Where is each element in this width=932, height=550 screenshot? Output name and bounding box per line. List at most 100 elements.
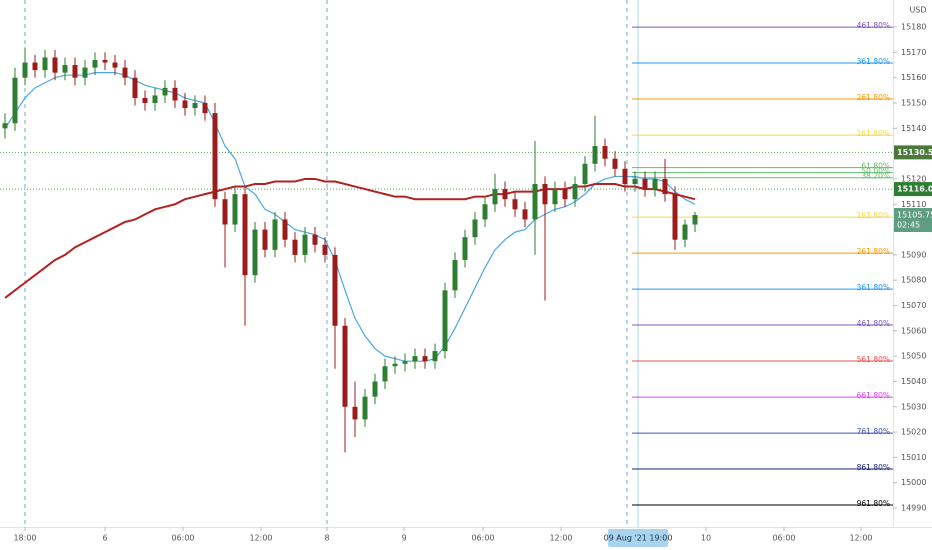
x-tick-label: 12:00 — [549, 534, 572, 543]
fib-label: 161.80% — [857, 211, 890, 220]
fib-label: 161.80% — [857, 129, 890, 138]
moving-average — [4, 72, 696, 362]
price-box-label: 15116.00 — [897, 185, 932, 194]
candle-body — [532, 184, 538, 220]
candle-body — [42, 57, 48, 71]
cursor-label: 09 Aug '21 19:00 — [604, 534, 673, 543]
candle-body — [432, 351, 438, 362]
candle-body — [192, 103, 198, 109]
candle-body — [602, 146, 608, 159]
candle-body — [562, 189, 568, 200]
fib-label: 861.80% — [857, 463, 890, 472]
candle-body — [72, 65, 78, 78]
candle-body — [252, 229, 258, 276]
candle-body — [632, 178, 638, 185]
countdown-label: 02:45 — [897, 221, 920, 230]
fib-label: 50.00% — [861, 167, 890, 176]
candle-body — [642, 178, 648, 190]
price-box — [894, 182, 932, 197]
candle-body — [152, 95, 158, 104]
candle-body — [332, 254, 338, 326]
fib-label: 261.80% — [857, 93, 890, 102]
y-tick-label: 15050 — [901, 352, 926, 361]
y-tick-label: 15040 — [901, 377, 926, 386]
candle-body — [412, 356, 418, 362]
x-tick-label: 9 — [401, 534, 406, 543]
candle-body — [472, 219, 478, 238]
price-box-label: 15130.50 — [897, 148, 932, 157]
x-tick-label: 12:00 — [849, 534, 872, 543]
candle-body — [142, 97, 148, 104]
candle-body — [302, 234, 308, 255]
candle-body — [222, 199, 228, 225]
candle-body — [82, 67, 88, 78]
candle-body — [52, 57, 58, 73]
candle-body — [62, 65, 68, 73]
candle-body — [202, 103, 208, 114]
x-tick-label: 6 — [102, 534, 107, 543]
y-tick-label: 15180 — [901, 23, 926, 32]
candle-body — [512, 199, 518, 210]
candle-body — [482, 204, 488, 220]
candle-body — [622, 168, 628, 185]
candle-body — [552, 189, 558, 205]
candle-body — [22, 62, 28, 78]
x-tick-label: 10 — [701, 534, 711, 543]
fib-label: 661.80% — [857, 391, 890, 400]
fib-label: 461.80% — [857, 21, 890, 30]
y-tick-label: 15060 — [901, 326, 926, 335]
candle-body — [462, 237, 468, 260]
y-tick-label: 15070 — [901, 301, 926, 310]
candle-body — [182, 100, 188, 109]
y-tick-label: 15120 — [901, 174, 926, 183]
last-price-box — [894, 208, 932, 233]
candle-body — [112, 62, 118, 68]
y-tick-label: 15090 — [901, 250, 926, 259]
candle-body — [612, 158, 618, 169]
candle-body — [502, 189, 508, 200]
candle-body — [692, 215, 698, 225]
y-tick-label: 15160 — [901, 73, 926, 82]
fib-label: 361.80% — [857, 57, 890, 66]
fib-label: 561.80% — [857, 355, 890, 364]
candle-body — [652, 178, 658, 190]
fib-label: 461.80% — [857, 319, 890, 328]
y-tick-label: 15110 — [901, 200, 926, 209]
candle-body — [102, 59, 108, 63]
candle-body — [2, 123, 8, 129]
y-tick-label: 14990 — [901, 504, 926, 513]
candle-body — [32, 62, 38, 71]
candle-body — [492, 189, 498, 205]
candle-body — [582, 163, 588, 185]
candle-body — [572, 184, 578, 200]
y-tick-label: 15020 — [901, 428, 926, 437]
y-tick-label: 15030 — [901, 402, 926, 411]
fib-label: 761.80% — [857, 427, 890, 436]
x-tick-label: 8 — [324, 534, 329, 543]
candle-body — [172, 87, 178, 101]
x-tick-label: 06:00 — [171, 534, 194, 543]
candle-body — [122, 67, 128, 78]
candle-body — [372, 381, 378, 397]
moving-average — [4, 177, 696, 299]
candle-body — [542, 184, 548, 205]
last-price-label: 15105.75 — [897, 211, 932, 220]
candle-body — [442, 290, 448, 352]
fib-label: 361.80% — [857, 283, 890, 292]
fib-label: 38.20% — [861, 172, 890, 181]
candle-body — [162, 87, 168, 96]
candle-body — [452, 259, 458, 291]
y-tick-label: 15080 — [901, 276, 926, 285]
candle-body — [282, 219, 288, 240]
candle-body — [232, 194, 238, 225]
candle-body — [212, 113, 218, 200]
candle-body — [682, 224, 688, 240]
candle-body — [422, 356, 428, 362]
candle-body — [322, 244, 328, 255]
x-tick-label: 06:00 — [471, 534, 494, 543]
y-tick-label: 15010 — [901, 453, 926, 462]
y-tick-label: 15170 — [901, 48, 926, 57]
candle-body — [92, 59, 98, 68]
candle-body — [272, 219, 278, 250]
x-tick-label: 12:00 — [249, 534, 272, 543]
